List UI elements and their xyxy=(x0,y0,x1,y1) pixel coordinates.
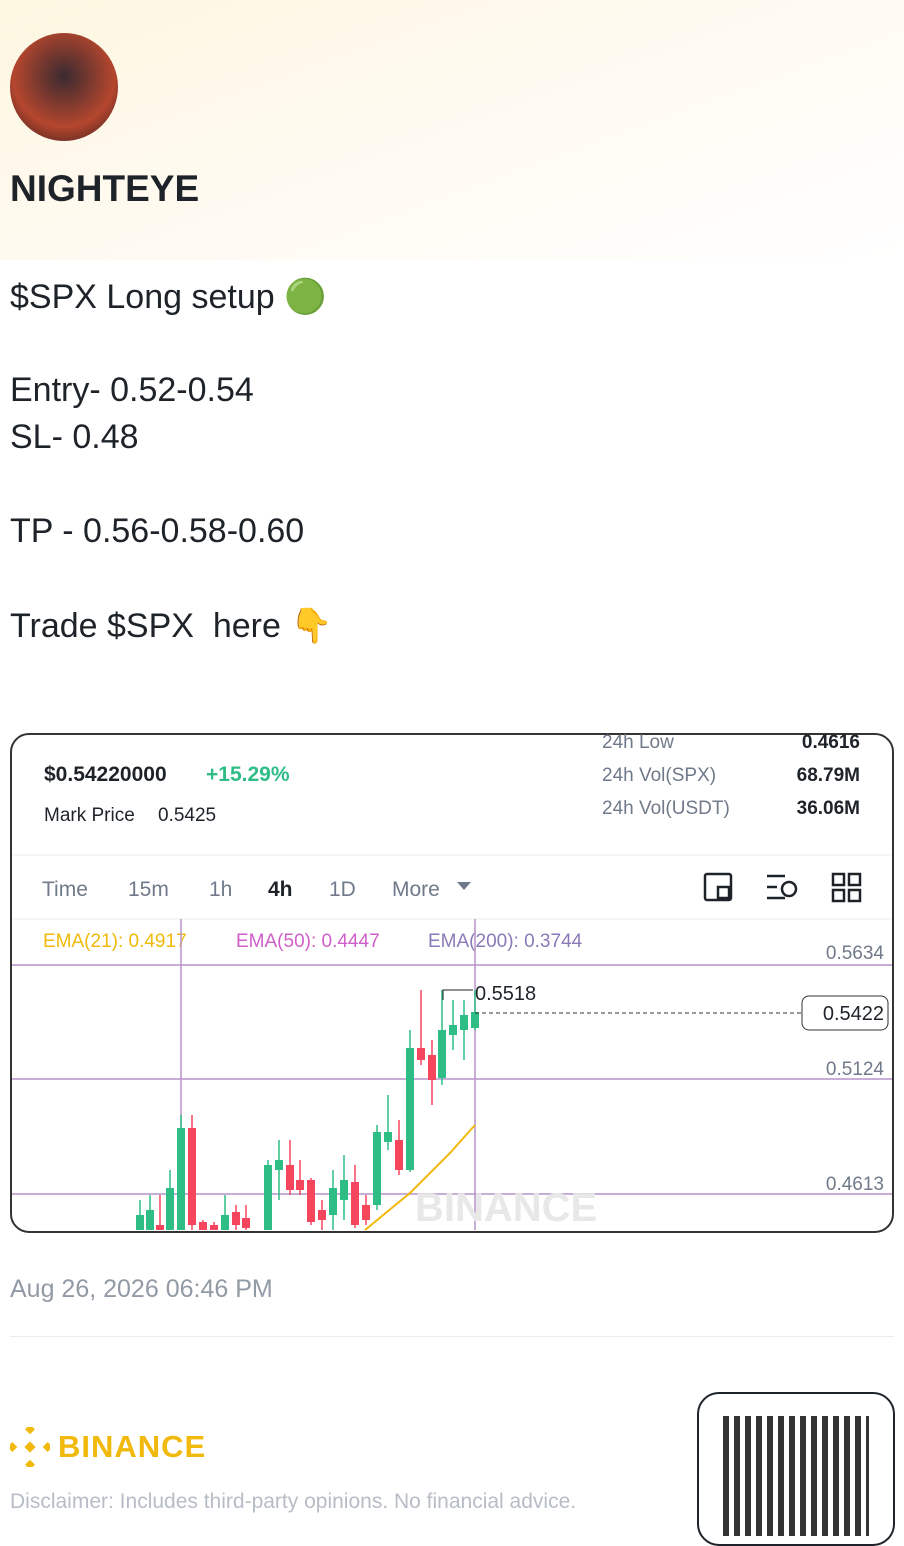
post-line: $SPX Long setup 🟢 xyxy=(10,278,327,316)
post-line: Trade $SPX here 👇 xyxy=(10,607,333,645)
stat-value: 36.06M xyxy=(797,798,860,819)
candle-body xyxy=(460,1015,468,1030)
post-line: TP - 0.56-0.58-0.60 xyxy=(10,512,305,550)
candle-body xyxy=(177,1128,185,1230)
candle-body xyxy=(351,1182,359,1225)
candle-body xyxy=(406,1048,414,1170)
mark-price: 0.5425 xyxy=(158,805,216,826)
interval-tab[interactable]: More xyxy=(392,878,440,901)
current-price-box xyxy=(801,995,889,1031)
stat-label: 24h Vol(SPX) xyxy=(602,765,716,786)
candle-body xyxy=(156,1225,164,1230)
candle-body xyxy=(417,1048,425,1060)
candle-body xyxy=(373,1132,381,1205)
candle-body xyxy=(362,1205,370,1220)
interval-tab[interactable]: 15m xyxy=(128,878,169,901)
indicator: EMA(21): 0.4917 xyxy=(43,931,187,952)
candle-body xyxy=(329,1188,337,1215)
brand-logo xyxy=(10,1427,50,1467)
price-axis-label: 0.5634 xyxy=(826,943,885,964)
interval-tab[interactable]: Time xyxy=(42,878,88,901)
divider xyxy=(10,1336,894,1337)
candle-body xyxy=(428,1055,436,1080)
candle-body xyxy=(146,1210,154,1230)
candle-body xyxy=(264,1165,272,1230)
candle-body xyxy=(395,1140,403,1170)
stat-value: 68.79M xyxy=(797,765,860,786)
avatar[interactable] xyxy=(10,33,118,141)
chart-watermark: BINANCE xyxy=(415,1186,597,1230)
candle-body xyxy=(318,1210,326,1220)
qr-frame[interactable] xyxy=(697,1392,895,1546)
candle-body xyxy=(166,1188,174,1230)
high-marker xyxy=(442,989,473,1000)
candle-body xyxy=(384,1132,392,1142)
header-background xyxy=(0,0,904,260)
current-price: 0.5422 xyxy=(823,1003,884,1025)
card-border xyxy=(10,733,894,1233)
candle-body xyxy=(221,1215,229,1230)
stat-value: 0.4616 xyxy=(802,733,860,753)
indicator: EMA(50): 0.4447 xyxy=(236,931,380,952)
candle-body xyxy=(210,1225,218,1230)
candle-body xyxy=(438,1030,446,1078)
interval-tab[interactable]: 4h xyxy=(268,878,293,901)
chart-card[interactable]: $0.54220000 +15.29% Mark Price 0.5425 24… xyxy=(10,733,894,1233)
candle-body xyxy=(340,1180,348,1200)
candle-body xyxy=(232,1212,240,1225)
indicator: EMA(200): 0.3744 xyxy=(428,931,583,952)
candle-body xyxy=(199,1222,207,1230)
change: +15.29% xyxy=(206,763,290,786)
price: $0.54220000 xyxy=(44,763,167,786)
dropdown-arrow xyxy=(457,882,471,890)
candles xyxy=(136,990,479,1230)
post-date: Aug 26, 2026 06:46 PM xyxy=(10,1275,273,1303)
author-name[interactable]: NIGHTEYE xyxy=(10,168,200,209)
high-label: 0.5518 xyxy=(475,983,536,1005)
grid xyxy=(12,919,892,1230)
candle-body xyxy=(286,1165,294,1190)
price-axis-label: 0.4613 xyxy=(826,1174,884,1195)
interval-tab[interactable]: 1h xyxy=(209,878,232,901)
qr-code xyxy=(723,1416,869,1536)
brand-name: BINANCE xyxy=(58,1429,207,1464)
price-axis-label: 0.5124 xyxy=(826,1059,885,1080)
stat-label: 24h Vol(USDT) xyxy=(602,798,730,819)
candle-body xyxy=(449,1025,457,1035)
candle-body xyxy=(307,1180,315,1222)
candle-body xyxy=(242,1218,250,1228)
candle-body xyxy=(296,1180,304,1190)
candle-body xyxy=(471,1012,479,1028)
post-line: SL- 0.48 xyxy=(10,418,139,456)
interval-tab[interactable]: 1D xyxy=(329,878,356,901)
post-line: Entry- 0.52-0.54 xyxy=(10,371,254,409)
ema-line xyxy=(364,1124,476,1231)
candle-body xyxy=(275,1160,283,1170)
candle-body xyxy=(188,1128,196,1225)
candle-body xyxy=(136,1215,144,1230)
toolbar-icons[interactable] xyxy=(703,872,862,903)
stat-label: 24h Low xyxy=(602,733,674,753)
mark-price-label: Mark Price xyxy=(44,805,135,826)
disclaimer: Disclaimer: Includes third-party opinion… xyxy=(10,1490,577,1513)
